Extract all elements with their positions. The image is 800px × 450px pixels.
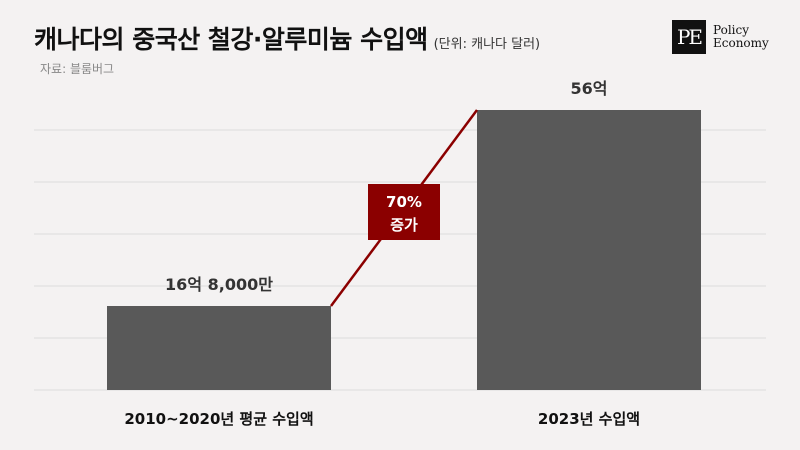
unit-label: (단위: 캐나다 달러)	[433, 37, 541, 52]
chart-title: 캐나다의 중국산 철강·알루미늄 수입액 (단위: 캐나다 달러)	[34, 20, 540, 56]
source-label: 자료: 블룸버그	[40, 62, 115, 76]
logo-line-2: Economy	[713, 36, 769, 50]
growth-badge	[368, 184, 440, 240]
logo-line-1: Policy	[713, 23, 749, 37]
publisher-logo: PE Policy Economy	[672, 20, 769, 54]
data-label: 56억	[571, 79, 608, 98]
logo-mark: PE	[672, 20, 706, 54]
x-tick-label: 2023년 수입액	[538, 410, 640, 428]
bar	[477, 110, 701, 390]
logo-text: Policy Economy	[713, 24, 769, 50]
bar	[107, 306, 331, 390]
growth-badge-percent: 70%	[386, 193, 422, 211]
growth-badge-label: 증가	[390, 216, 418, 234]
chart-title-text: 캐나다의 중국산 철강·알루미늄 수입액	[34, 25, 428, 54]
data-label: 16억 8,000만	[165, 275, 273, 294]
x-tick-label: 2010~2020년 평균 수입액	[124, 410, 313, 428]
